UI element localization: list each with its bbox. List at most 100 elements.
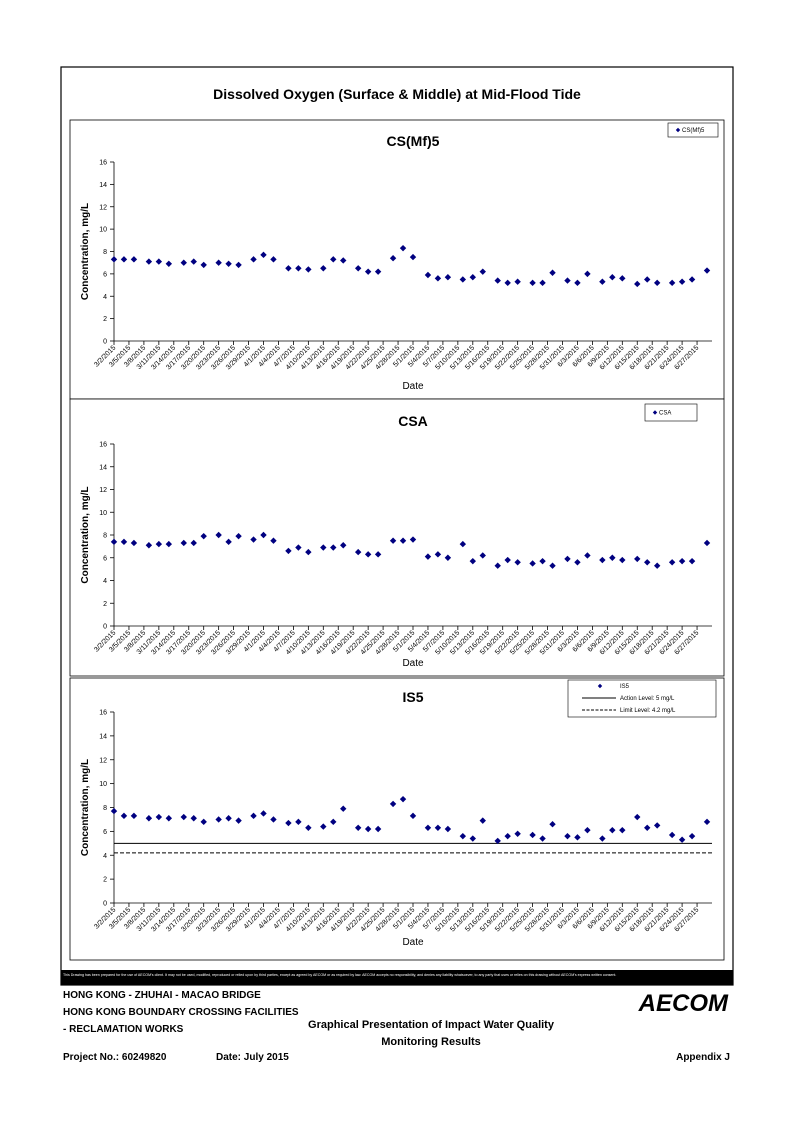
data-point xyxy=(459,832,467,840)
data-point xyxy=(399,244,407,252)
legend-marker xyxy=(675,127,681,133)
data-point xyxy=(504,556,511,564)
data-point xyxy=(235,261,242,269)
data-point xyxy=(619,556,626,564)
data-point xyxy=(703,818,711,826)
data-point xyxy=(434,824,442,831)
chart-title: CS(Mf)5 xyxy=(387,133,440,149)
data-point xyxy=(374,825,382,833)
data-point xyxy=(389,255,397,262)
legend-box xyxy=(667,122,719,138)
data-point xyxy=(389,800,397,808)
data-point xyxy=(494,837,501,845)
data-point xyxy=(295,818,302,826)
y-axis-label: Concentration, mg/L xyxy=(80,486,91,583)
y-tick-label: 0 xyxy=(103,339,107,346)
data-point xyxy=(459,540,467,548)
data-point xyxy=(399,795,407,803)
data-point xyxy=(215,531,222,539)
data-point xyxy=(330,818,337,826)
data-point xyxy=(668,559,676,566)
data-point xyxy=(354,824,362,831)
legend-label: Action Level: 5 mg/L xyxy=(620,696,675,702)
legend-label: IS5 xyxy=(620,684,630,690)
y-tick-label: 16 xyxy=(99,160,107,167)
appendix: Appendix J xyxy=(676,1052,730,1063)
data-point xyxy=(354,548,362,556)
y-tick-label: 2 xyxy=(103,877,107,884)
data-point xyxy=(250,536,257,543)
data-point xyxy=(619,275,626,282)
data-point xyxy=(549,562,556,569)
data-point xyxy=(444,274,452,281)
data-point xyxy=(320,823,327,830)
data-point xyxy=(285,265,292,272)
data-point xyxy=(409,536,417,543)
data-point xyxy=(120,538,128,546)
chart-panel xyxy=(69,119,725,400)
data-point xyxy=(320,544,327,551)
data-point xyxy=(549,821,556,828)
data-point xyxy=(653,279,661,287)
data-point xyxy=(285,819,292,827)
data-point xyxy=(165,260,173,268)
disclaimer: This Drawing has been prepared for the u… xyxy=(63,973,617,977)
data-point xyxy=(599,835,606,842)
chart: CS(Mf)502468101214163/2/20153/5/20153/8/… xyxy=(69,119,725,400)
data-point xyxy=(374,551,382,558)
data-point xyxy=(494,562,501,569)
data-point xyxy=(409,812,417,820)
data-point xyxy=(145,258,153,265)
legend-marker xyxy=(597,683,603,689)
data-point xyxy=(644,824,651,831)
data-point xyxy=(668,831,676,839)
y-tick-label: 8 xyxy=(103,249,107,256)
data-point xyxy=(190,539,197,547)
chart-title: CSA xyxy=(398,413,428,429)
data-point xyxy=(145,542,153,549)
legend-label: CS(Mf)5 xyxy=(682,128,705,134)
data-point xyxy=(305,548,312,556)
data-point xyxy=(444,825,452,833)
y-tick-label: 8 xyxy=(103,533,107,540)
data-point xyxy=(529,279,536,287)
disclaimer-box: This Drawing has been prepared for the u… xyxy=(63,973,617,977)
y-tick-label: 10 xyxy=(99,781,107,788)
x-axis-label: Date xyxy=(402,658,424,669)
project-line: - RECLAMATION WORKS xyxy=(63,1024,184,1035)
data-point xyxy=(165,815,173,822)
data-point xyxy=(295,544,302,551)
data-point xyxy=(703,267,711,274)
data-point xyxy=(285,547,292,555)
y-tick-label: 2 xyxy=(103,316,107,323)
chart: IS502468101214163/2/20153/5/20153/8/2015… xyxy=(69,677,725,961)
data-point xyxy=(180,813,187,821)
data-point xyxy=(479,552,486,559)
data-point xyxy=(200,532,207,540)
y-tick-label: 6 xyxy=(103,555,107,562)
data-point xyxy=(165,540,173,548)
y-tick-label: 16 xyxy=(99,442,107,449)
logo: AECOM xyxy=(638,990,729,1017)
data-point xyxy=(584,826,591,834)
data-point xyxy=(389,537,397,544)
data-point xyxy=(504,832,511,840)
y-tick-label: 12 xyxy=(99,204,107,211)
data-point xyxy=(364,825,372,833)
data-point xyxy=(155,258,163,265)
data-point xyxy=(539,557,546,565)
data-point xyxy=(564,832,571,840)
y-tick-label: 14 xyxy=(99,464,107,471)
data-point xyxy=(354,265,362,272)
data-point xyxy=(250,812,257,820)
data-point xyxy=(609,274,616,281)
legend-marker xyxy=(652,410,658,415)
data-point xyxy=(504,279,511,287)
legend-box xyxy=(644,403,698,422)
data-point xyxy=(599,556,606,564)
data-point xyxy=(584,552,591,559)
data-point xyxy=(270,256,277,263)
data-point xyxy=(180,539,187,547)
data-point xyxy=(688,832,696,840)
